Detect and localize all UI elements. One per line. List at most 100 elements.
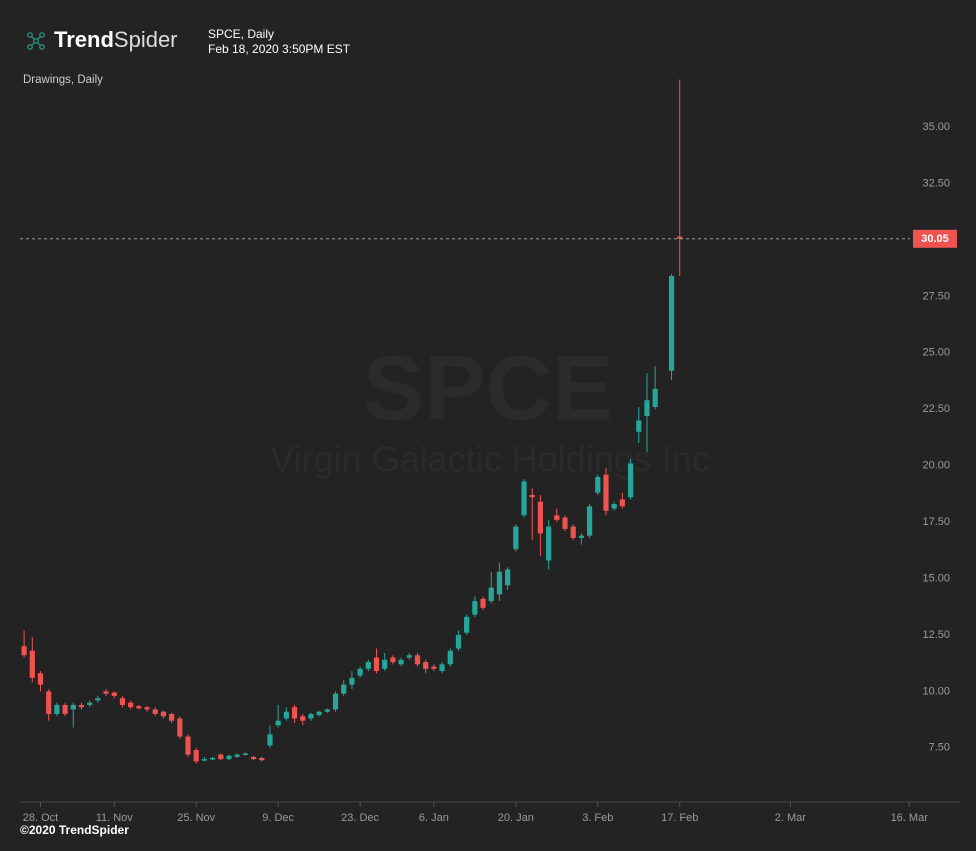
candle-body — [390, 657, 396, 663]
candle-body — [332, 693, 339, 710]
x-tick-label: 9. Dec — [262, 812, 294, 824]
candle-body — [201, 759, 207, 761]
candle-body — [160, 711, 167, 717]
x-tick-label: 11. Nov — [96, 812, 134, 824]
candle-body — [169, 713, 175, 721]
candle-body — [464, 616, 470, 633]
y-tick-label: 22.50 — [922, 403, 950, 415]
candle-body — [87, 702, 93, 705]
candle-body — [234, 754, 240, 757]
candle-body — [619, 499, 625, 507]
candle-body — [406, 655, 412, 658]
candle-body — [300, 716, 306, 721]
copyright: ©2020 TrendSpider — [20, 823, 129, 837]
y-tick-label: 7.50 — [929, 742, 950, 754]
candle-body — [185, 736, 191, 755]
y-tick-label: 15.00 — [922, 572, 950, 584]
x-tick-label: 23. Dec — [341, 812, 379, 824]
candle-body — [316, 711, 322, 716]
x-tick-label: 3. Feb — [582, 812, 613, 824]
candle-body — [644, 400, 650, 416]
candle-body — [677, 236, 683, 239]
logo-light: Spider — [114, 27, 178, 52]
candle-body — [136, 706, 142, 709]
candle-body — [341, 684, 347, 694]
candle-body — [111, 692, 117, 696]
drawings-label: Drawings, Daily — [23, 74, 103, 86]
candle-body — [308, 713, 314, 719]
candle-body — [578, 535, 584, 538]
watermark-symbol: SPCE — [363, 337, 614, 439]
watermark-name: Virgin Galactic Holdings Inc — [270, 439, 710, 480]
candle-body — [611, 504, 617, 509]
last-price-box — [913, 229, 957, 248]
candle-body — [29, 650, 35, 678]
candle-body — [267, 734, 273, 746]
x-tick-label: 2. Mar — [775, 812, 807, 824]
candle-body — [349, 677, 355, 685]
y-tick-label: 10.00 — [922, 685, 950, 697]
x-tick-label: 6. Jan — [419, 812, 449, 824]
candle-body — [627, 463, 634, 498]
candle-body — [570, 526, 576, 538]
candle-body — [423, 662, 429, 669]
candle-body — [439, 664, 445, 672]
candle-body — [505, 569, 511, 586]
candle-body — [324, 709, 330, 712]
candle-body — [513, 526, 519, 550]
candle-body — [586, 506, 593, 536]
candle-body — [62, 704, 68, 714]
candle-body — [521, 481, 527, 516]
candle-body — [496, 571, 503, 595]
candle-body — [226, 755, 232, 760]
candle-body — [636, 420, 642, 432]
candle-body — [398, 659, 404, 665]
candle-body — [480, 598, 486, 608]
candle-body — [119, 698, 126, 705]
y-tick-label: 35.00 — [922, 121, 950, 133]
candle-body — [193, 750, 199, 762]
logo-text: TrendSpider — [54, 27, 178, 52]
candle-body — [365, 662, 371, 669]
candle-body — [447, 650, 453, 665]
x-tick-label: 20. Jan — [498, 812, 534, 824]
chart-title: SPCE, Daily — [208, 27, 274, 41]
candle-body — [488, 587, 494, 602]
candle-body — [668, 276, 675, 371]
candle-body — [37, 673, 44, 685]
last-price-label: 30.05 — [921, 233, 949, 245]
y-tick-label: 32.50 — [922, 177, 950, 189]
x-tick-label: 25. Nov — [177, 812, 215, 824]
candle-body — [562, 517, 568, 529]
candle-body — [554, 515, 560, 520]
candle-body — [652, 388, 658, 407]
x-tick-label: 17. Feb — [661, 812, 698, 824]
candle-body — [78, 704, 85, 708]
candle-body — [218, 754, 224, 760]
candle-body — [529, 495, 535, 498]
candle-body — [103, 691, 109, 694]
candle-body — [537, 501, 544, 534]
candle-body — [95, 698, 101, 701]
candle-body — [546, 526, 552, 561]
candle-body — [46, 691, 52, 714]
candle-body — [209, 757, 216, 760]
candle-body — [595, 476, 601, 493]
x-tick-label: 16. Mar — [891, 812, 929, 824]
logo-icon — [27, 32, 45, 50]
candle-body — [259, 757, 265, 761]
candle-body — [455, 634, 462, 649]
candle-body — [275, 720, 281, 726]
candle-body — [54, 704, 60, 714]
candle-body — [144, 707, 150, 710]
logo-bold: Trend — [54, 27, 114, 52]
candle-body — [414, 655, 421, 665]
chart-subtitle: Feb 18, 2020 3:50PM EST — [208, 42, 351, 56]
y-tick-label: 20.00 — [922, 460, 950, 472]
candle-body — [70, 704, 76, 710]
candle-body — [152, 709, 158, 714]
candle-body — [382, 659, 388, 669]
x-tick-label: 28. Oct — [23, 812, 58, 824]
candle-body — [250, 756, 257, 760]
